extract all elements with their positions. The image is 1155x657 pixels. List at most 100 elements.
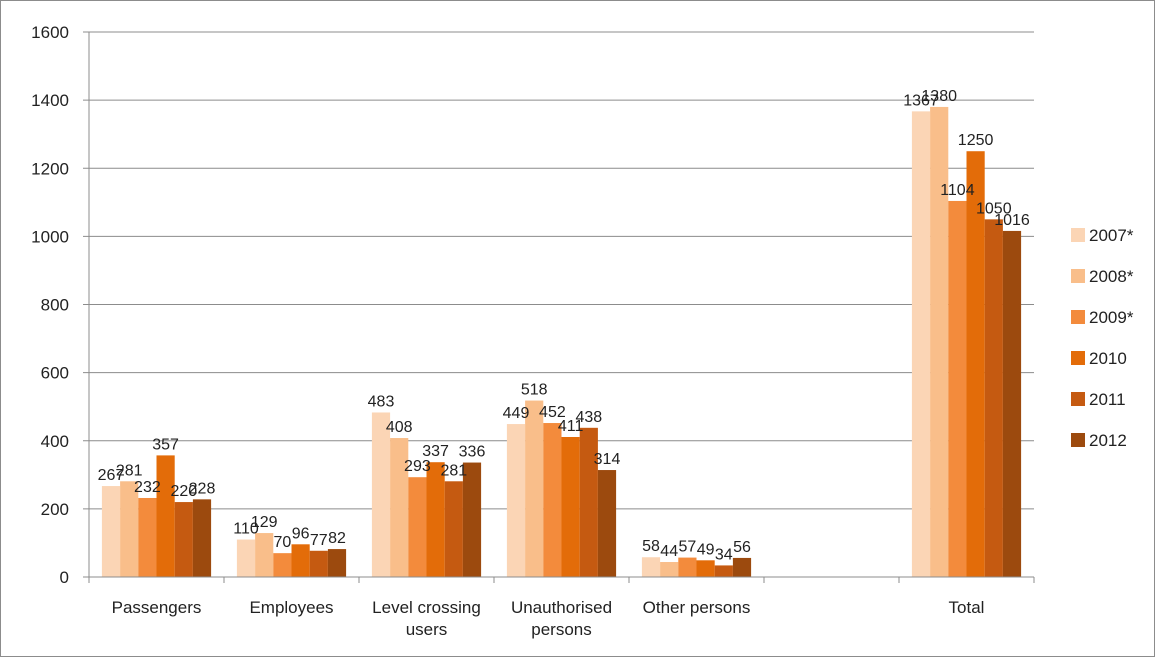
legend-label: 2011 [1089,390,1126,409]
y-tick-label: 0 [60,568,69,587]
legend-label: 2010 [1089,349,1127,368]
data-label: 408 [386,419,413,436]
data-label: 110 [233,521,259,538]
bar [408,477,427,577]
bar [714,565,733,577]
legend-swatch [1071,392,1085,406]
y-tick-label: 800 [41,296,69,315]
data-label: 34 [715,546,733,563]
bar [444,481,463,577]
data-label: 96 [292,525,310,542]
legend-swatch [1071,228,1085,242]
data-label: 483 [368,393,395,410]
bar [506,424,526,577]
bar [984,219,1003,577]
bar [255,533,274,577]
legend: 2007* 2008* 2009* 2010 2011 2012 [1071,226,1134,450]
bar [291,544,310,577]
data-label: 44 [660,543,678,560]
bar [309,550,328,577]
bar [1002,230,1022,578]
data-label: 281 [116,462,143,479]
bar [273,553,292,577]
data-label: 452 [539,404,566,421]
bar [156,455,175,577]
data-label: 518 [521,382,548,399]
bar [930,106,949,577]
x-tick-label: users [406,620,448,639]
y-tick-label: 1200 [31,159,69,178]
bar [948,200,967,577]
label-layer: 267 110 483 449 58 1367 281 129 408 518 44 1380 232 7… [98,88,1030,563]
y-tick-label: 1000 [31,227,69,246]
data-label: 438 [575,409,602,426]
y-tick-label: 600 [41,364,69,383]
data-label: 449 [503,405,530,422]
data-label: 281 [440,462,467,479]
data-label: 1016 [994,212,1030,229]
data-label: 336 [459,444,486,461]
data-label: 57 [679,539,697,556]
data-label: 70 [274,534,292,551]
bar [426,462,445,577]
data-label: 220 [170,483,197,500]
bar-layer [101,106,1022,578]
legend-label: 2008* [1089,267,1134,286]
x-tick-label: Passengers [112,598,202,617]
data-label: 293 [404,458,431,475]
legend-label: 2007* [1089,226,1134,245]
legend-label: 2009* [1089,308,1134,327]
bar [120,481,139,577]
data-label: 337 [422,443,449,460]
legend-swatch [1071,269,1085,283]
data-label: 1380 [921,88,957,105]
data-label: 411 [558,418,584,435]
bar [543,423,562,577]
bar [462,462,482,577]
data-label: 1367 [903,92,939,109]
x-tick-label: Level crossing [372,598,481,617]
bar [911,111,931,577]
bar [641,557,661,577]
bar [966,151,985,577]
data-label: 56 [733,539,751,556]
data-label: 77 [310,532,328,549]
data-label: 129 [251,514,278,531]
x-tick-label: persons [531,620,591,639]
data-label: 1050 [976,200,1012,217]
bar [138,497,157,577]
data-label: 1250 [958,132,994,149]
bar [678,557,697,577]
legend-swatch [1071,351,1085,365]
bar [390,438,409,577]
y-tick-label: 1600 [31,23,69,42]
bar [561,437,580,577]
data-label: 267 [98,467,125,484]
data-label: 314 [594,451,621,468]
bar [579,427,598,577]
legend-swatch [1071,433,1085,447]
y-tick-label: 200 [41,500,69,519]
legend-swatch [1071,310,1085,324]
bar [174,502,193,577]
y-tick-label: 1400 [31,91,69,110]
bar [236,539,256,577]
bar [732,557,752,577]
axis-layer: 0 200 400 600 800 1000 1200 1400 1600 Passengers E… [31,23,1035,639]
x-tick-label: Total [949,598,985,617]
x-tick-label: Unauthorised [511,598,612,617]
y-tick-label: 400 [41,432,69,451]
bar [525,400,544,577]
bar [660,562,679,577]
x-tick-label: Other persons [643,598,751,617]
data-label: 232 [134,479,161,496]
data-label: 82 [328,530,346,547]
data-label: 228 [189,480,216,497]
bar [597,470,617,577]
data-label: 49 [697,541,715,558]
bar [327,549,347,577]
data-label: 58 [642,538,660,555]
bar [192,499,212,577]
